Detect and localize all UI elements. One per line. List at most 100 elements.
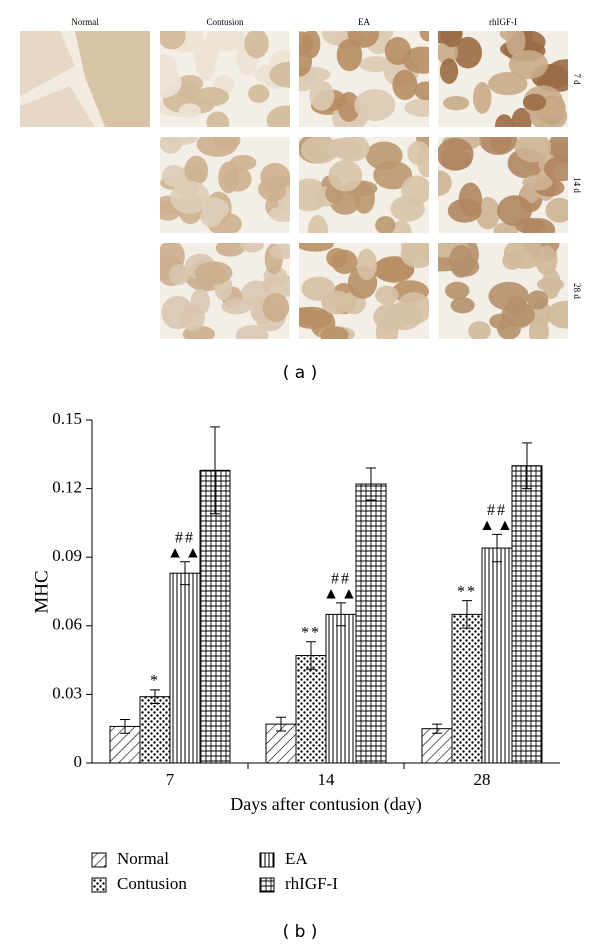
legend-label: Normal [117, 849, 169, 868]
fiber [392, 69, 418, 100]
fiber [269, 206, 290, 222]
legend-swatch [91, 852, 107, 868]
error-bar [276, 716, 286, 732]
cells [299, 137, 429, 233]
fiber [535, 245, 558, 276]
fiber [472, 81, 492, 114]
tissue [75, 31, 150, 127]
fiber [160, 67, 182, 98]
significance-marker: ▲▲ [167, 544, 203, 561]
fiber [221, 298, 252, 315]
y-tick-label: 0.06 [52, 615, 82, 634]
fiber [450, 297, 475, 314]
fiber [522, 218, 556, 233]
x-tick-label: 14 [318, 770, 336, 789]
cells [160, 137, 290, 233]
fiber [453, 36, 483, 69]
fiber [445, 281, 470, 300]
fiber [320, 326, 349, 339]
fiber [184, 155, 209, 185]
fiber [410, 243, 429, 257]
fiber [337, 137, 370, 162]
fiber [543, 156, 568, 182]
fiber [400, 175, 429, 205]
bar [295, 655, 327, 764]
bar [199, 469, 231, 764]
bar [139, 696, 171, 764]
fiber [439, 58, 459, 85]
cells [299, 31, 429, 127]
fiber [331, 249, 358, 274]
fiber [269, 243, 290, 260]
fiber [475, 197, 501, 230]
micrograph [299, 31, 429, 127]
fiber [375, 216, 396, 233]
fiber [206, 111, 230, 127]
error-bar [150, 689, 160, 705]
micrograph [160, 31, 290, 127]
fiber [168, 264, 190, 285]
legend-swatch [259, 852, 275, 868]
fiber [438, 170, 452, 196]
column-label: rhIGF-I [489, 17, 517, 27]
fiber [244, 31, 269, 59]
fiber [266, 182, 287, 201]
fiber [356, 248, 378, 281]
micrograph [438, 31, 568, 127]
significance-marker: ## [487, 502, 507, 519]
cells [438, 243, 568, 339]
fiber [414, 81, 429, 101]
fiber [359, 56, 393, 73]
fiber [218, 161, 240, 194]
fiber [384, 37, 411, 66]
error-bar [492, 533, 502, 563]
x-tick-label: 28 [474, 770, 491, 789]
micrograph [438, 243, 568, 339]
fiber [299, 243, 334, 252]
fiber [438, 138, 474, 171]
row-label: 7 d [572, 73, 582, 85]
micrograph-grid [20, 31, 568, 339]
error-bar [120, 719, 130, 734]
bar [481, 547, 513, 764]
fiber [193, 87, 230, 107]
panel-caption: ( a ) [283, 363, 318, 383]
fiber [536, 277, 565, 292]
legend-label: EA [285, 849, 308, 868]
fiber [372, 257, 415, 282]
y-tick-label: 0.03 [52, 683, 82, 702]
fiber [396, 292, 429, 325]
significance-marker: ▲▲ [323, 586, 359, 603]
fiber [170, 180, 210, 214]
fiber [211, 31, 237, 48]
error-bar [432, 723, 442, 734]
fiber [307, 215, 328, 233]
cells [438, 137, 568, 233]
y-tick-label: 0.15 [52, 409, 82, 428]
fiber [407, 141, 429, 166]
row-label: 14 d [572, 177, 582, 193]
fiber [495, 114, 514, 127]
fiber [299, 46, 313, 77]
tissue [20, 31, 75, 96]
micrograph [299, 243, 429, 339]
significance-marker: ## [331, 571, 351, 588]
fiber [468, 321, 491, 339]
fiber [489, 313, 512, 330]
error-bar [180, 561, 190, 586]
fiber [506, 295, 528, 317]
fiber [194, 261, 233, 285]
legend-swatch [91, 877, 107, 893]
cells [160, 31, 290, 127]
fiber [262, 293, 290, 322]
fiber [546, 300, 568, 329]
error-bar [210, 426, 220, 515]
column-label: EA [358, 17, 370, 27]
column-label: Normal [71, 17, 99, 27]
y-tick-label: 0.09 [52, 546, 82, 565]
y-tick-label: 0.12 [52, 478, 82, 497]
fiber [404, 98, 429, 117]
bar [511, 465, 543, 764]
fiber [200, 206, 223, 228]
